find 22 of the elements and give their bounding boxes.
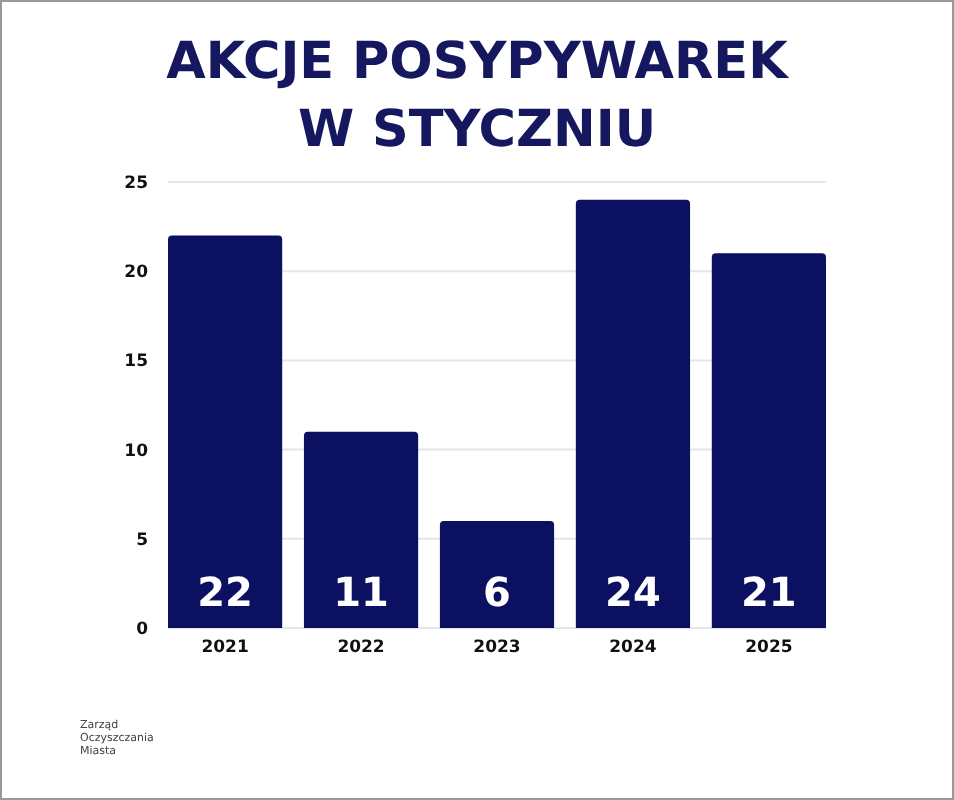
data-label: 22: [197, 568, 253, 616]
y-tick-label: 10: [124, 441, 149, 462]
bar: [168, 235, 283, 628]
data-label: 6: [483, 568, 511, 616]
data-label: 11: [333, 568, 389, 616]
y-tick-label: 25: [124, 173, 149, 194]
bar: [303, 431, 419, 628]
y-tick-label: 5: [136, 530, 149, 551]
y-tick-label: 0: [136, 619, 149, 640]
x-tick-label: 2022: [337, 638, 385, 658]
bar: [439, 520, 555, 628]
x-tick-label: 2025: [745, 638, 793, 658]
x-tick-label: 2021: [201, 638, 249, 658]
y-tick-label: 15: [124, 352, 149, 373]
data-label: 21: [741, 568, 797, 616]
y-tick-label: 20: [124, 263, 149, 284]
x-tick-label: 2023: [473, 638, 521, 658]
data-label: 24: [605, 568, 661, 616]
bar: [575, 199, 691, 628]
x-tick-label: 2024: [609, 638, 657, 658]
chart-title: AKCJE POSYPYWAREK W STYCZNIU: [166, 32, 791, 160]
bar: [711, 253, 826, 628]
